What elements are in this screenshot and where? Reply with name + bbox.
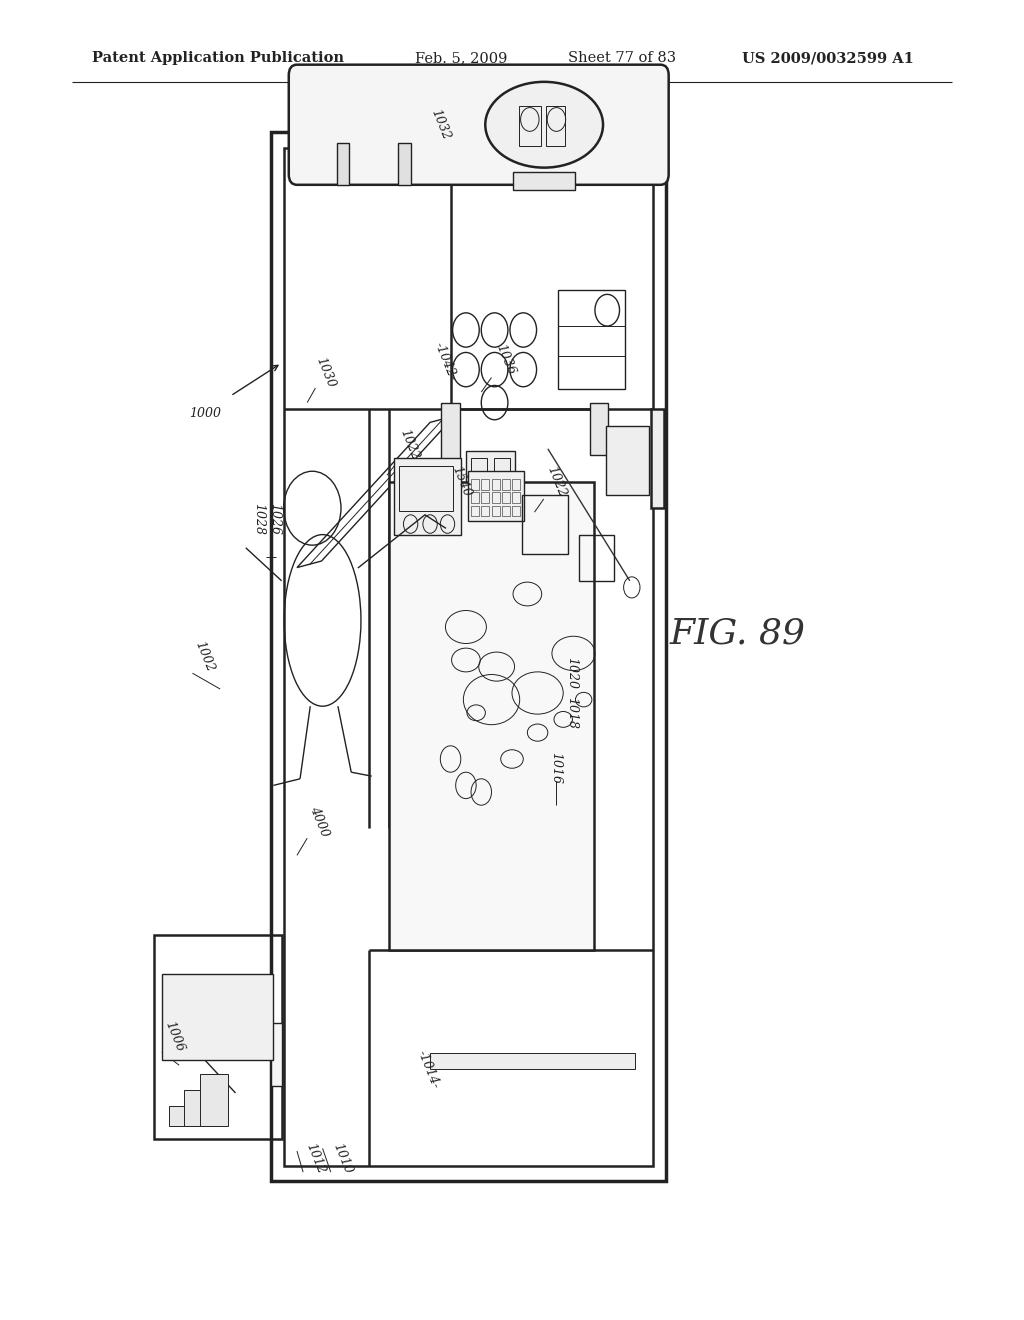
Bar (271, 1023, 282, 1086)
Bar (471, 479, 479, 490)
Bar (518, 107, 541, 147)
Bar (481, 479, 489, 490)
Bar (337, 143, 349, 185)
Text: 1030: 1030 (313, 355, 338, 389)
Bar (522, 495, 568, 554)
Bar (184, 1090, 218, 1126)
Text: 1036: 1036 (494, 342, 518, 376)
Bar (651, 409, 664, 508)
Bar (430, 1053, 635, 1069)
Bar (468, 471, 524, 521)
Bar (389, 482, 594, 950)
Text: 1012: 1012 (303, 1142, 328, 1176)
Bar (466, 451, 515, 502)
Bar (546, 107, 564, 147)
Text: 1010: 1010 (330, 1142, 354, 1176)
Bar (481, 506, 489, 516)
Bar (494, 458, 510, 495)
Bar (481, 492, 489, 503)
Text: 1032: 1032 (428, 107, 453, 141)
Bar (606, 426, 649, 495)
Bar (398, 143, 411, 185)
Bar (169, 1106, 208, 1126)
Text: 4000: 4000 (307, 804, 332, 838)
Bar (502, 492, 510, 503)
Text: 1006: 1006 (162, 1019, 186, 1053)
Text: Sheet 77 of 83: Sheet 77 of 83 (568, 51, 677, 65)
Text: 1026: 1026 (268, 503, 281, 535)
Bar (502, 479, 510, 490)
Bar (200, 1074, 228, 1126)
Bar (590, 403, 608, 455)
Text: 1020: 1020 (565, 657, 578, 689)
Text: -1014-: -1014- (415, 1048, 441, 1090)
Text: FIG. 89: FIG. 89 (670, 616, 805, 651)
Text: Patent Application Publication: Patent Application Publication (92, 51, 344, 65)
Bar (502, 506, 510, 516)
Text: 1016: 1016 (550, 752, 562, 784)
FancyBboxPatch shape (289, 65, 669, 185)
Text: 1000: 1000 (188, 407, 221, 420)
Text: 1018: 1018 (565, 697, 578, 729)
Bar (512, 479, 520, 490)
Bar (399, 466, 453, 511)
Text: 1028: 1028 (253, 503, 265, 535)
Text: -1042-: -1042- (432, 341, 459, 383)
Bar (471, 506, 479, 516)
Ellipse shape (485, 82, 603, 168)
Text: 1022: 1022 (544, 465, 568, 499)
Bar (492, 479, 500, 490)
Bar (492, 506, 500, 516)
Text: 1022: 1022 (397, 428, 422, 462)
Bar (162, 974, 273, 1060)
Bar (492, 492, 500, 503)
Bar (513, 172, 574, 190)
Text: 1540: 1540 (450, 465, 474, 499)
Text: Feb. 5, 2009: Feb. 5, 2009 (415, 51, 507, 65)
Bar (271, 132, 666, 1181)
Bar (558, 290, 625, 389)
Bar (394, 458, 461, 535)
Text: 1002: 1002 (193, 639, 217, 673)
Bar (512, 492, 520, 503)
Bar (441, 403, 460, 482)
Bar (471, 492, 479, 503)
Bar (471, 458, 487, 495)
Bar (284, 148, 653, 1166)
Bar (512, 506, 520, 516)
Bar (154, 935, 282, 1139)
Bar (579, 535, 614, 581)
Text: US 2009/0032599 A1: US 2009/0032599 A1 (742, 51, 914, 65)
